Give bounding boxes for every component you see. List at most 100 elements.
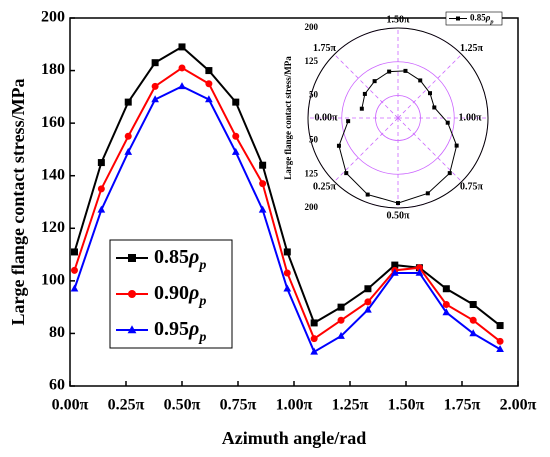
marker xyxy=(365,192,370,197)
marker xyxy=(70,248,78,256)
x-tick-label: 0.75π xyxy=(220,397,257,414)
marker xyxy=(232,132,240,140)
x-tick-label: 1.50π xyxy=(388,397,425,414)
marker xyxy=(359,106,364,111)
legend-label: 0.85ρp xyxy=(154,246,206,273)
marker xyxy=(364,305,372,313)
marker xyxy=(403,68,408,73)
marker xyxy=(428,91,433,96)
marker xyxy=(469,301,477,309)
marker xyxy=(390,268,399,276)
x-tick-label: 0.00π xyxy=(52,397,89,414)
marker xyxy=(97,185,105,193)
y-tick-label: 140 xyxy=(41,166,65,183)
x-tick-label: 0.50π xyxy=(164,397,201,414)
y-tick-label: 60 xyxy=(49,377,65,394)
marker xyxy=(364,285,372,293)
y-axis-label: Large flange contact stress/MPa xyxy=(8,78,28,325)
marker xyxy=(128,254,136,262)
marker xyxy=(283,284,292,292)
marker xyxy=(447,171,452,176)
marker xyxy=(372,79,377,84)
y-tick-label: 180 xyxy=(41,61,65,78)
theta-tick-label: 0.50π xyxy=(387,210,411,221)
marker xyxy=(128,290,136,298)
marker xyxy=(336,143,341,148)
marker xyxy=(362,91,367,96)
marker xyxy=(415,264,423,272)
marker xyxy=(231,147,240,155)
marker xyxy=(124,98,132,106)
marker xyxy=(425,191,430,196)
marker xyxy=(337,331,345,339)
marker xyxy=(178,82,186,90)
polar-legend-label: 0.85ρp xyxy=(470,13,494,26)
marker xyxy=(124,147,133,155)
marker xyxy=(415,268,424,276)
marker xyxy=(178,43,186,51)
marker xyxy=(337,303,345,311)
marker xyxy=(151,59,159,67)
marker xyxy=(259,180,267,188)
r-tick-label: 200 xyxy=(305,202,319,212)
marker xyxy=(151,95,159,103)
marker xyxy=(124,132,132,140)
marker xyxy=(283,269,291,277)
marker xyxy=(310,319,318,327)
theta-tick-label: 0.00π xyxy=(315,112,339,123)
marker xyxy=(151,82,159,90)
marker xyxy=(456,16,460,21)
legend-label: 0.95ρp xyxy=(154,318,206,345)
r-tick-label: 125 xyxy=(305,168,319,178)
marker xyxy=(178,64,186,72)
polar-grid-spoke xyxy=(334,54,399,119)
marker xyxy=(469,316,477,324)
y-tick-label: 80 xyxy=(49,324,65,341)
x-tick-label: 2.00π xyxy=(500,397,537,414)
marker xyxy=(364,298,372,306)
legend-label: 0.90ρp xyxy=(154,282,206,309)
marker xyxy=(442,308,451,316)
polar-grid-spoke xyxy=(397,117,462,182)
marker xyxy=(337,316,345,324)
marker xyxy=(346,119,351,124)
marker xyxy=(454,143,459,148)
marker xyxy=(310,347,319,355)
x-axis-label: Azimuth angle/rad xyxy=(222,428,367,448)
marker xyxy=(310,335,318,343)
x-tick-label: 1.75π xyxy=(444,397,481,414)
r-tick-label: 200 xyxy=(305,22,319,32)
marker xyxy=(396,201,400,206)
x-tick-label: 1.25π xyxy=(332,397,369,414)
marker xyxy=(205,67,213,75)
marker xyxy=(445,120,450,125)
theta-tick-label: 0.75π xyxy=(460,182,484,193)
polar-y-label: Large flange contact stress/MPa xyxy=(283,56,293,180)
theta-tick-label: 1.50π xyxy=(387,14,411,25)
marker xyxy=(496,337,504,345)
marker xyxy=(97,159,105,167)
y-tick-label: 200 xyxy=(41,9,65,26)
x-tick-label: 0.25π xyxy=(108,397,145,414)
theta-tick-label: 1.00π xyxy=(459,112,483,123)
marker xyxy=(391,261,399,269)
y-tick-label: 160 xyxy=(41,114,65,131)
marker xyxy=(432,105,437,110)
marker xyxy=(232,98,240,106)
marker xyxy=(442,301,450,309)
y-tick-label: 120 xyxy=(41,219,65,236)
marker xyxy=(205,80,213,88)
x-tick-label: 1.00π xyxy=(276,397,313,414)
polar-grid-spoke xyxy=(397,54,462,119)
marker xyxy=(469,329,478,337)
polar-grid-spoke xyxy=(334,117,399,182)
marker xyxy=(283,248,291,256)
marker xyxy=(418,78,423,83)
r-tick-label: 125 xyxy=(305,56,319,66)
marker xyxy=(70,284,79,292)
theta-tick-label: 1.75π xyxy=(313,43,337,54)
marker xyxy=(127,325,137,334)
marker xyxy=(496,322,504,330)
polar-legend-box xyxy=(445,11,503,26)
